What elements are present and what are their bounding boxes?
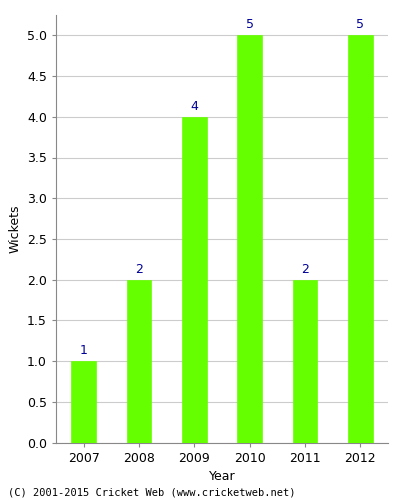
Bar xyxy=(237,36,262,442)
Y-axis label: Wickets: Wickets xyxy=(8,204,22,253)
Text: 2: 2 xyxy=(301,262,309,276)
Bar xyxy=(292,280,318,442)
Bar xyxy=(348,36,373,442)
X-axis label: Year: Year xyxy=(209,470,235,483)
Bar xyxy=(182,117,207,442)
Bar xyxy=(71,361,96,442)
Text: 5: 5 xyxy=(356,18,364,32)
Text: 4: 4 xyxy=(190,100,198,112)
Text: 1: 1 xyxy=(80,344,88,357)
Text: 5: 5 xyxy=(246,18,254,32)
Bar xyxy=(126,280,152,442)
Text: 2: 2 xyxy=(135,262,143,276)
Text: (C) 2001-2015 Cricket Web (www.cricketweb.net): (C) 2001-2015 Cricket Web (www.cricketwe… xyxy=(8,488,296,498)
